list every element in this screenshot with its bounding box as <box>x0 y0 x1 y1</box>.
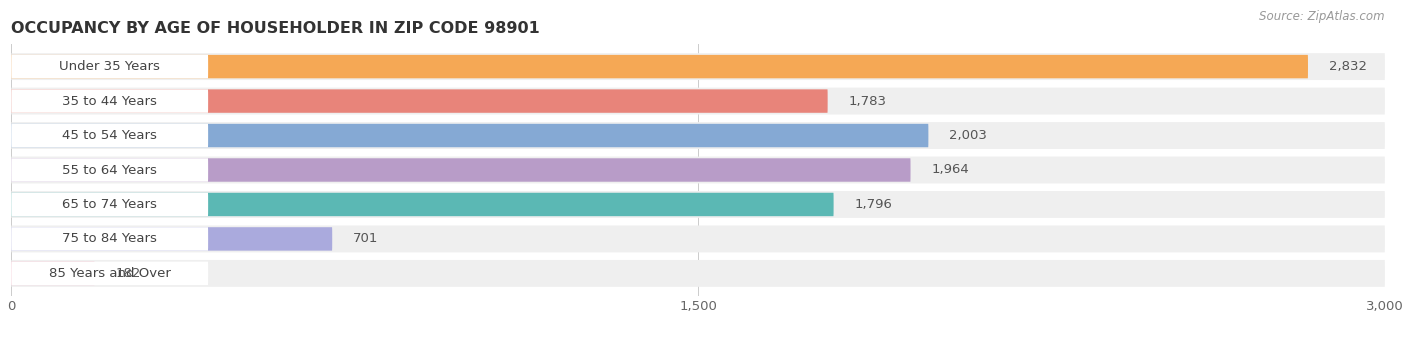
Text: 35 to 44 Years: 35 to 44 Years <box>62 95 157 107</box>
FancyBboxPatch shape <box>11 89 208 113</box>
FancyBboxPatch shape <box>11 262 208 285</box>
Text: Source: ZipAtlas.com: Source: ZipAtlas.com <box>1260 10 1385 23</box>
Text: 1,796: 1,796 <box>855 198 891 211</box>
FancyBboxPatch shape <box>11 88 1385 115</box>
FancyBboxPatch shape <box>11 124 208 147</box>
FancyBboxPatch shape <box>11 156 1385 184</box>
Text: 55 to 64 Years: 55 to 64 Years <box>62 164 157 176</box>
FancyBboxPatch shape <box>11 55 208 78</box>
FancyBboxPatch shape <box>11 89 828 113</box>
Text: 65 to 74 Years: 65 to 74 Years <box>62 198 157 211</box>
Text: 85 Years and Over: 85 Years and Over <box>49 267 170 280</box>
Text: 2,832: 2,832 <box>1329 60 1367 73</box>
FancyBboxPatch shape <box>11 158 911 182</box>
Text: 1,964: 1,964 <box>931 164 969 176</box>
FancyBboxPatch shape <box>11 53 1385 80</box>
Text: 701: 701 <box>353 233 378 245</box>
FancyBboxPatch shape <box>11 193 834 216</box>
Text: 75 to 84 Years: 75 to 84 Years <box>62 233 157 245</box>
Text: 45 to 54 Years: 45 to 54 Years <box>62 129 157 142</box>
FancyBboxPatch shape <box>11 260 1385 287</box>
FancyBboxPatch shape <box>11 124 928 147</box>
FancyBboxPatch shape <box>11 262 94 285</box>
Text: Under 35 Years: Under 35 Years <box>59 60 160 73</box>
FancyBboxPatch shape <box>11 191 1385 218</box>
FancyBboxPatch shape <box>11 227 332 251</box>
FancyBboxPatch shape <box>11 55 1308 78</box>
Text: OCCUPANCY BY AGE OF HOUSEHOLDER IN ZIP CODE 98901: OCCUPANCY BY AGE OF HOUSEHOLDER IN ZIP C… <box>11 21 540 36</box>
Text: 182: 182 <box>115 267 141 280</box>
Text: 1,783: 1,783 <box>848 95 886 107</box>
FancyBboxPatch shape <box>11 225 1385 252</box>
Text: 2,003: 2,003 <box>949 129 987 142</box>
FancyBboxPatch shape <box>11 122 1385 149</box>
FancyBboxPatch shape <box>11 158 208 182</box>
FancyBboxPatch shape <box>11 193 208 216</box>
FancyBboxPatch shape <box>11 227 208 251</box>
